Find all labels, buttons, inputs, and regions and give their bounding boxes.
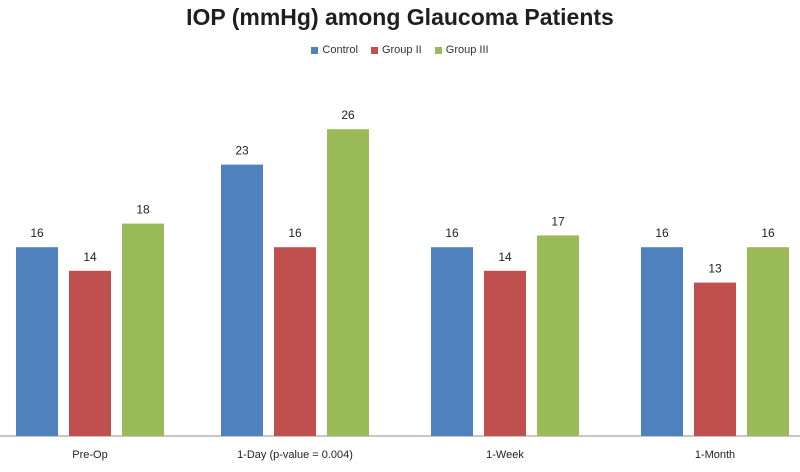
legend-label-group-ii: Group II <box>381 44 422 56</box>
legend-swatch-group-iii <box>434 46 442 54</box>
legend-item-group-ii: Group II <box>370 44 422 56</box>
bar-control-1-day-p-value-0-004 <box>221 164 263 436</box>
legend-swatch-control <box>311 46 319 54</box>
bar-group-ii-1-day-p-value-0-004 <box>274 247 316 436</box>
bar-group-iii-1-day-p-value-0-004 <box>327 129 369 436</box>
data-label-control-pre-op: 16 <box>30 226 44 240</box>
data-label-group-iii-1-day-p-value-0-004: 26 <box>341 108 355 122</box>
legend-item-control: Control <box>311 44 358 56</box>
legend-swatch-group-ii <box>370 46 378 54</box>
bar-group-ii-pre-op <box>69 270 111 436</box>
x-tick-label-1-day-p-value-0-004: 1-Day (p-value = 0.004) <box>237 449 353 461</box>
data-label-control-1-month: 16 <box>655 226 669 240</box>
legend-label-group-iii: Group III <box>445 44 489 56</box>
data-label-control-1-day-p-value-0-004: 23 <box>235 144 249 158</box>
data-label-group-ii-1-week: 14 <box>498 250 512 264</box>
bar-group-iii-1-week <box>537 235 579 436</box>
bar-group-ii-1-month <box>694 282 736 436</box>
bar-control-1-month <box>641 247 683 436</box>
x-tick-label-1-week: 1-Week <box>486 449 524 461</box>
x-tick-label-1-month: 1-Month <box>695 449 735 461</box>
chart-legend: Control Group II Group III <box>0 44 800 57</box>
legend-label-control: Control <box>322 44 358 56</box>
data-label-group-ii-pre-op: 14 <box>83 250 97 264</box>
data-label-group-ii-1-day-p-value-0-004: 16 <box>288 226 302 240</box>
data-label-group-iii-1-month: 16 <box>761 226 775 240</box>
bar-group-ii-1-week <box>484 270 526 436</box>
data-label-control-1-week: 16 <box>445 226 459 240</box>
data-label-group-iii-1-week: 17 <box>551 214 565 228</box>
bar-control-1-week <box>431 247 473 436</box>
x-tick-label-pre-op: Pre-Op <box>72 449 107 461</box>
data-label-group-iii-pre-op: 18 <box>136 203 150 217</box>
bar-control-pre-op <box>16 247 58 436</box>
legend-item-group-iii: Group III <box>434 44 489 56</box>
bar-group-iii-pre-op <box>122 223 164 436</box>
bar-group-iii-1-month <box>747 247 789 436</box>
chart-title: IOP (mmHg) among Glaucoma Patients <box>186 4 614 30</box>
data-label-group-ii-1-month: 13 <box>708 262 722 276</box>
